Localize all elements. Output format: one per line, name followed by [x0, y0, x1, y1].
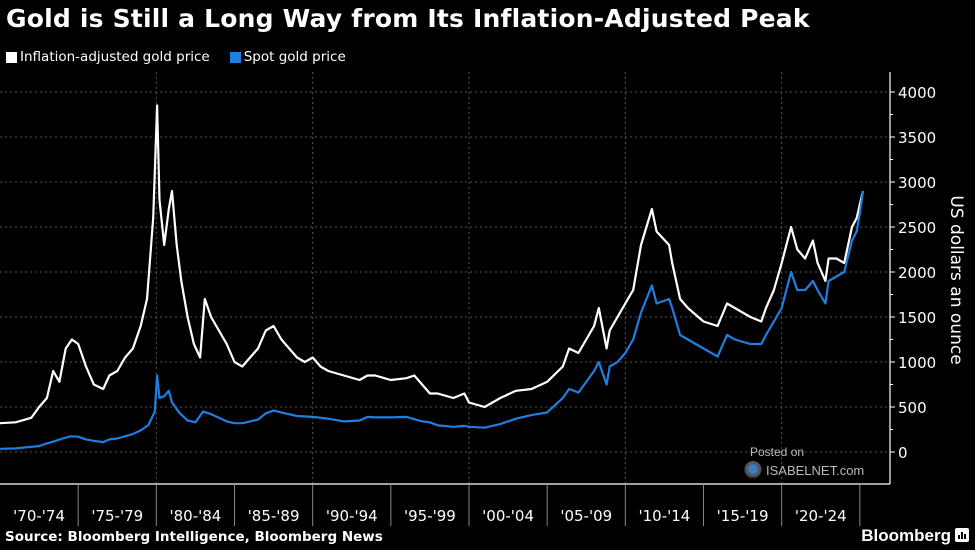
y-tick-label: 500	[898, 399, 927, 417]
x-tick-label: '95-'99	[404, 507, 456, 525]
chart-legend: Inflation-adjusted gold price Spot gold …	[6, 49, 366, 65]
bloomberg-chart-icon	[955, 528, 969, 542]
x-tick-label: '85-'89	[248, 507, 300, 525]
watermark-site-name: ISABELNET.com	[766, 463, 865, 478]
x-tick-label: '70-'74	[13, 507, 65, 525]
y-axis: 0 500 1000 1500 2000 2500 3000 3500 4000	[889, 72, 936, 484]
legend-label-spot: Spot gold price	[243, 49, 346, 65]
series-lines	[0, 104, 865, 450]
y-tick-label: 2000	[898, 264, 936, 282]
x-tick-label: '10-'14	[638, 507, 690, 525]
y-tick-label: 1500	[898, 309, 936, 327]
legend-label-inflation-adjusted: Inflation-adjusted gold price	[20, 49, 210, 65]
y-tick-label: 2500	[898, 219, 936, 237]
isabelnet-logo-icon	[744, 461, 762, 479]
y-tick-label: 3000	[898, 174, 936, 192]
y-tick-label: 3500	[898, 129, 936, 147]
watermark-posted-text: Posted on	[750, 445, 805, 459]
gridlines	[0, 72, 890, 484]
x-tick-label: '90-'94	[326, 507, 378, 525]
y-tick-label: 1000	[898, 354, 936, 372]
legend-item-spot: Spot gold price	[229, 49, 346, 65]
x-tick-label: '20-'24	[795, 507, 847, 525]
chart-title: Gold is Still a Long Way from Its Inflat…	[6, 4, 810, 33]
series-line-spot	[0, 190, 865, 450]
x-tick-label: '00-'04	[482, 507, 534, 525]
legend-swatch-inflation-adjusted	[6, 51, 17, 63]
source-note: Source: Bloomberg Intelligence, Bloomber…	[5, 529, 383, 545]
legend-swatch-spot	[229, 51, 241, 63]
x-tick-label: '75-'79	[91, 507, 143, 525]
x-tick-label: '05-'09	[560, 507, 612, 525]
x-axis: '70-'74 '75-'79 '80-'84 '85-'89 '90-'94 '95-'…	[0, 483, 890, 526]
y-tick-label: 0	[898, 444, 908, 462]
y-tick-label: 4000	[898, 84, 936, 102]
x-tick-label: '80-'84	[169, 507, 221, 525]
y-axis-label: US dollars an ounce	[946, 195, 966, 364]
legend-item-inflation-adjusted: Inflation-adjusted gold price	[6, 49, 210, 65]
series-line-inflation-adjusted	[0, 104, 865, 425]
x-tick-label: '15-'19	[717, 507, 769, 525]
bloomberg-logo: Bloomberg	[861, 526, 951, 545]
